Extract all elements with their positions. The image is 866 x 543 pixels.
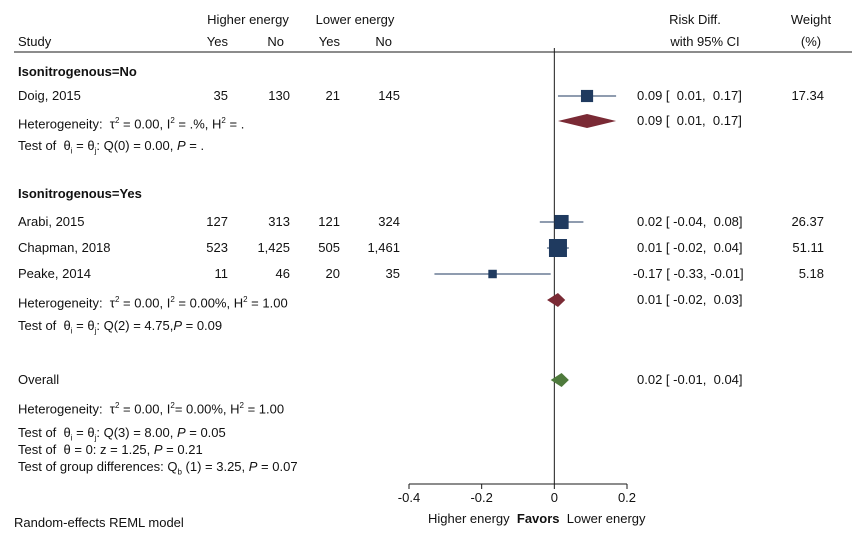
- study-le-no: 324: [378, 214, 400, 229]
- study-weight: 5.18: [798, 266, 824, 281]
- study-weight: 26.37: [791, 214, 824, 229]
- overall-label: Overall: [18, 372, 60, 387]
- study-name: Chapman, 2018: [18, 240, 111, 255]
- subgroup-label: Isonitrogenous=Yes: [18, 186, 142, 201]
- heterogeneity-stats: Heterogeneity: τ2 = 0.00, I2 = 0.00%, H2…: [18, 295, 288, 311]
- study-marker: [554, 214, 569, 230]
- study-name: Peake, 2014: [18, 266, 92, 281]
- header-higher-energy: Higher energy: [207, 12, 289, 27]
- x-tick-label: 0.2: [618, 490, 636, 505]
- x-tick-label: -0.4: [398, 490, 420, 505]
- study-le-yes: 121: [318, 214, 340, 229]
- study-he-no: 130: [268, 88, 290, 103]
- study-le-yes: 21: [325, 88, 340, 103]
- subgroup-estimate: 0.01 [ -0.02, 0.03]: [637, 292, 743, 307]
- heterogeneity-stats: Heterogeneity: τ2 = 0.00, I2 = .%, H2 = …: [18, 116, 245, 132]
- homogeneity-test: Test of θi = θj: Q(2) = 4.75,P = 0.09: [18, 318, 223, 336]
- study-weight: 17.34: [791, 88, 824, 103]
- x-tick-label: -0.2: [470, 490, 492, 505]
- study-he-yes: 35: [213, 88, 228, 103]
- study-he-yes: 523: [206, 240, 228, 255]
- study-le-yes: 20: [325, 266, 340, 281]
- header-lower-energy: Lower energy: [315, 12, 395, 27]
- header-weight-unit: (%): [800, 34, 822, 49]
- study-name: Doig, 2015: [18, 88, 81, 103]
- header-he-yes: Yes: [206, 34, 228, 49]
- header-weight: Weight: [790, 12, 832, 27]
- overall-effect-test: Test of θ = 0: z = 1.25, P = 0.21: [18, 442, 203, 457]
- study-he-yes: 11: [214, 266, 229, 281]
- study-name: Arabi, 2015: [18, 214, 85, 229]
- overall-diamond: [550, 373, 569, 387]
- favors-left-label: Higher energy: [428, 511, 510, 526]
- study-he-no: 46: [275, 266, 290, 281]
- study-le-no: 145: [378, 88, 400, 103]
- favors-caption: Higher energy Favors Lower energy: [428, 511, 646, 527]
- overall-heterogeneity: Heterogeneity: τ2 = 0.00, I2= 0.00%, H2 …: [18, 401, 285, 417]
- study-estimate: -0.17 [ -0.33, -0.01]: [633, 266, 744, 281]
- x-tick-label: 0: [551, 490, 558, 505]
- study-le-no: 1,461: [367, 240, 400, 255]
- subgroup-label: Isonitrogenous=No: [18, 64, 137, 79]
- header-ci: with 95% CI: [670, 34, 740, 49]
- favors-label: Favors: [516, 511, 560, 526]
- header-study: Study: [18, 34, 52, 49]
- study-marker: [548, 239, 567, 257]
- study-estimate: 0.02 [ -0.04, 0.08]: [637, 214, 743, 229]
- group-difference-test: Test of group differences: Qb (1) = 3.25…: [18, 459, 298, 477]
- header-he-no: No: [267, 34, 284, 49]
- study-marker: [580, 89, 594, 103]
- header-le-no: No: [375, 34, 392, 49]
- homogeneity-test: Test of θi = θj: Q(0) = 0.00, P = .: [18, 138, 205, 156]
- subgroup-diamond: [557, 114, 617, 128]
- header-le-yes: Yes: [318, 34, 340, 49]
- study-le-yes: 505: [318, 240, 340, 255]
- overall-homogeneity-test: Test of θi = θj: Q(3) = 8.00, P = 0.05: [18, 425, 226, 443]
- model-note: Random-effects REML model: [14, 515, 184, 530]
- study-estimate: 0.01 [ -0.02, 0.04]: [637, 240, 743, 255]
- study-estimate: 0.09 [ 0.01, 0.17]: [637, 88, 742, 103]
- header-risk-diff: Risk Diff.: [669, 12, 721, 27]
- study-he-no: 313: [268, 214, 290, 229]
- subgroup-estimate: 0.09 [ 0.01, 0.17]: [637, 113, 742, 128]
- overall-estimate: 0.02 [ -0.01, 0.04]: [637, 372, 743, 387]
- favors-right-label: Lower energy: [566, 511, 646, 526]
- subgroup-diamond: [547, 293, 566, 307]
- study-le-no: 35: [385, 266, 400, 281]
- study-he-no: 1,425: [257, 240, 290, 255]
- study-he-yes: 127: [206, 214, 228, 229]
- study-marker: [488, 269, 497, 279]
- study-weight: 51.11: [792, 240, 824, 255]
